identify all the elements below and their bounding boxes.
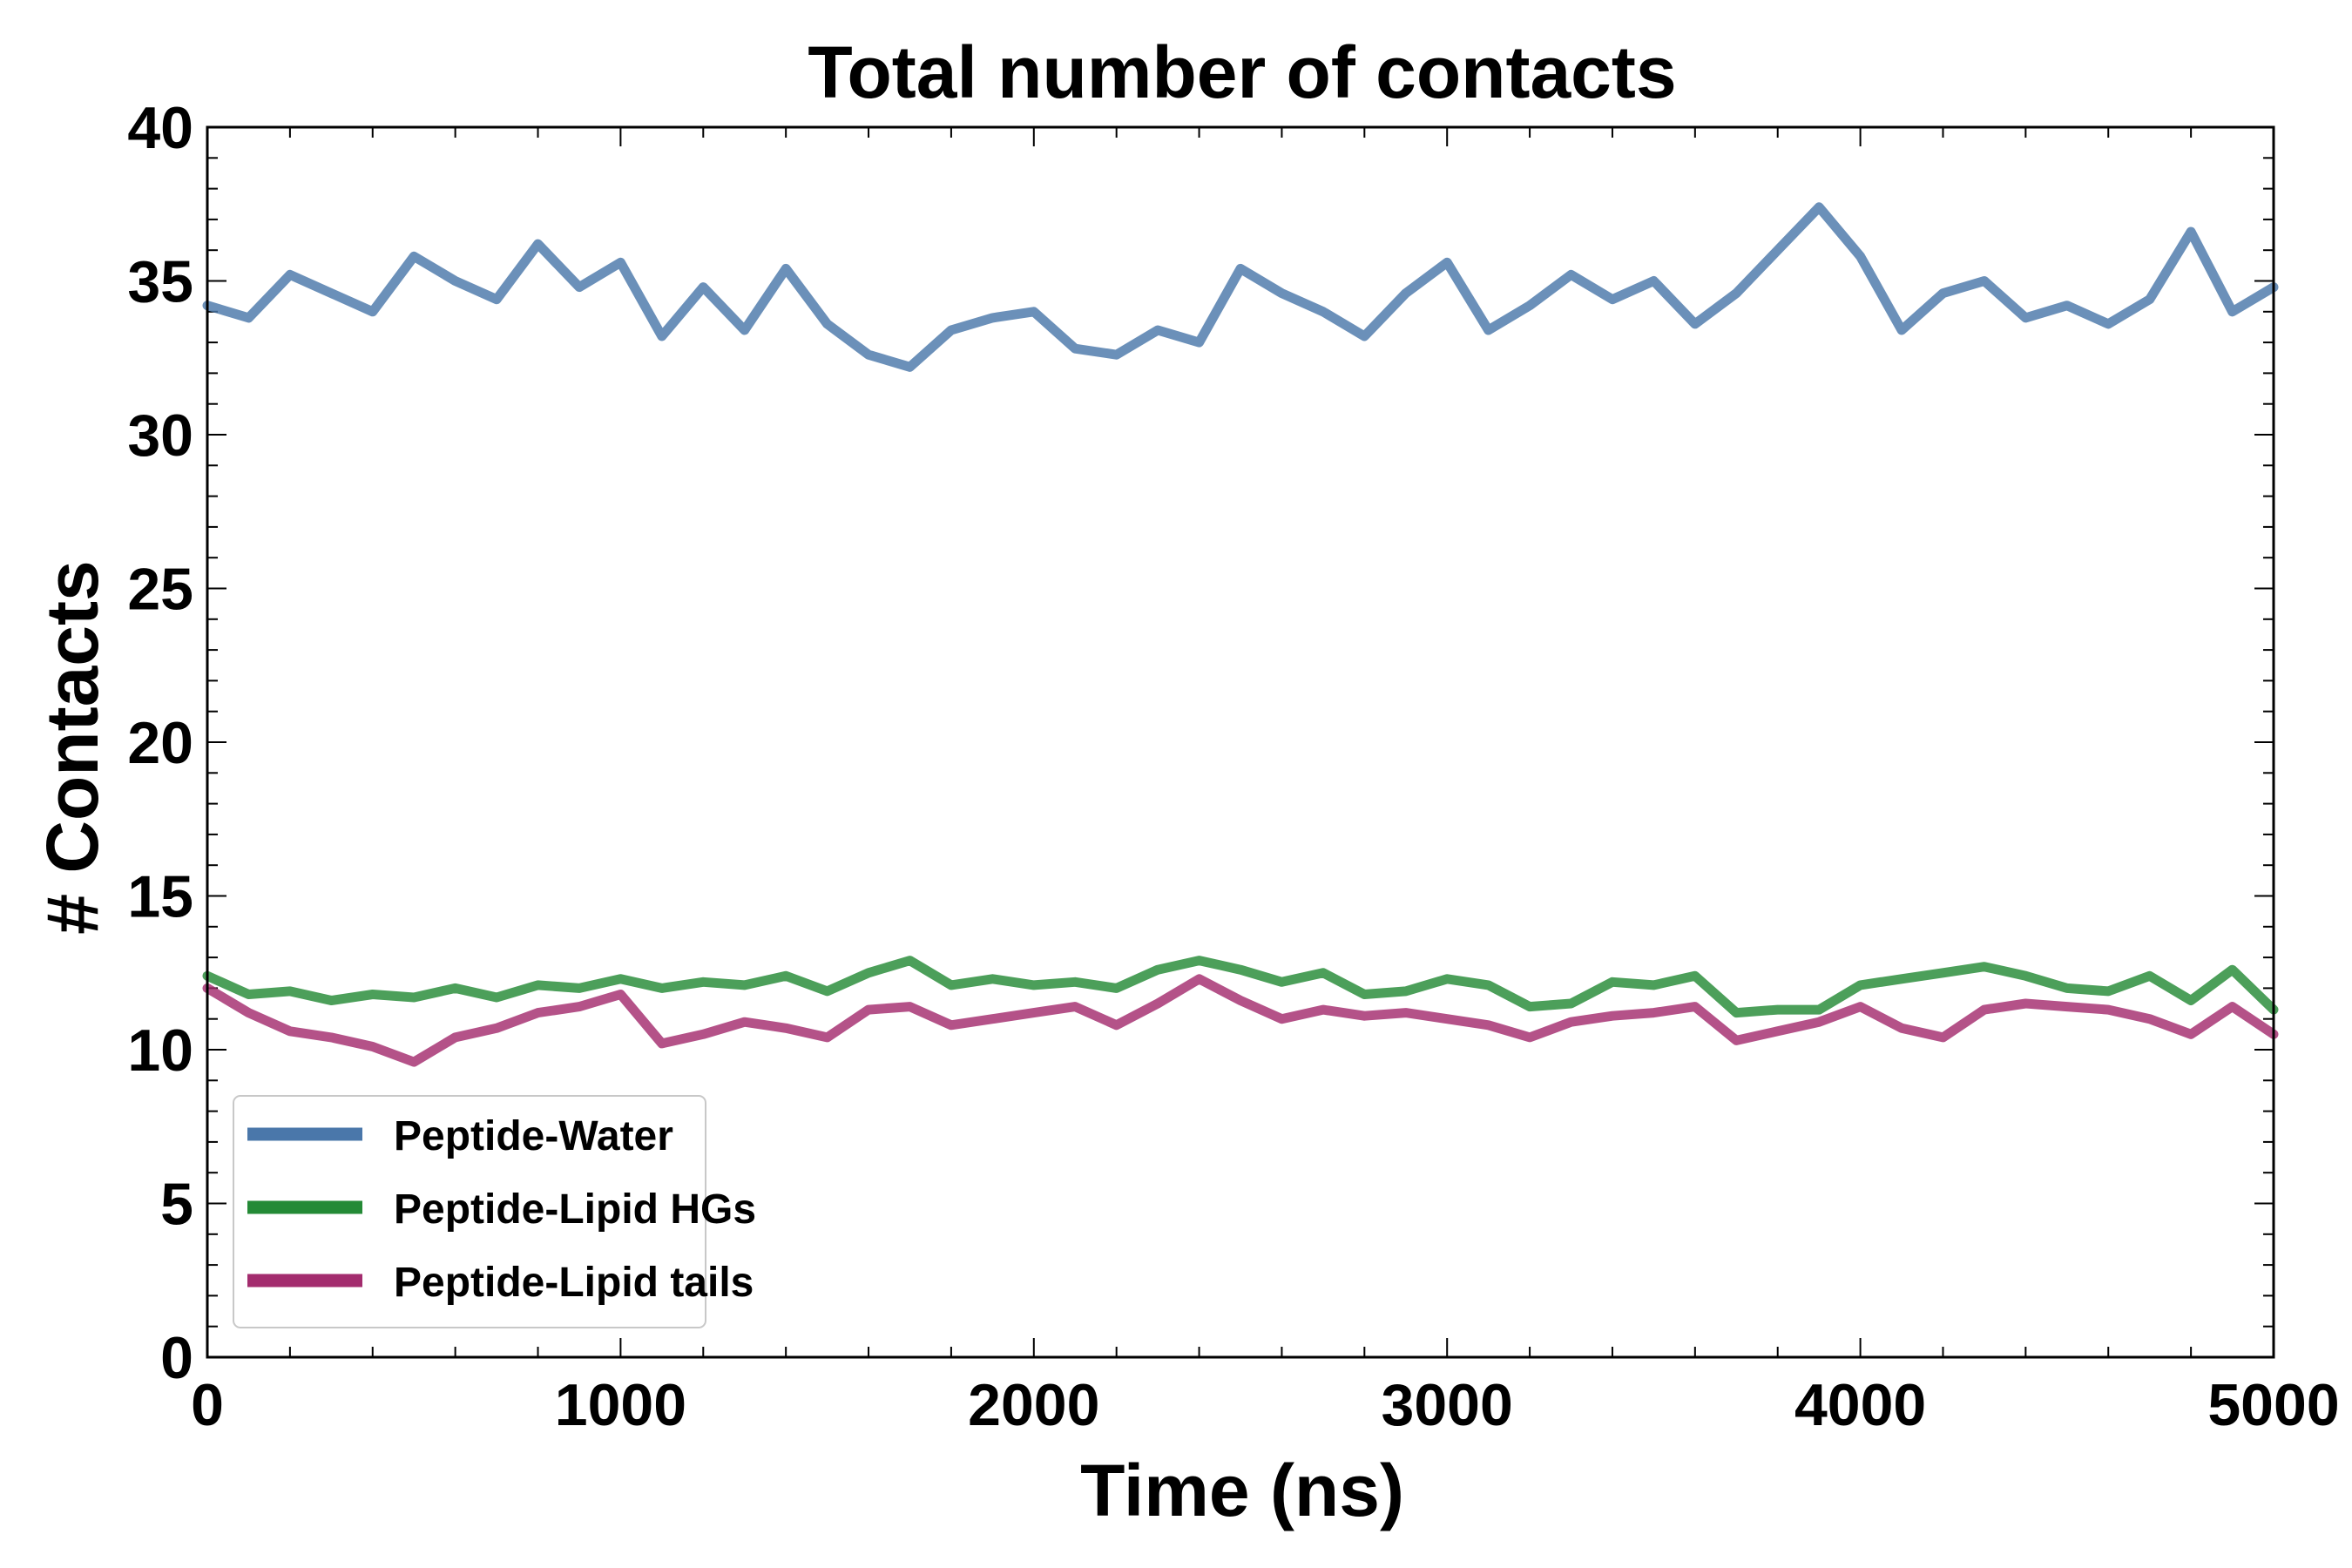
series-layer — [202, 202, 2279, 1067]
x-axis-label: Time (ns) — [1080, 1450, 1404, 1531]
axis-ticks: 0 1000 2000 3000 4000 5000 0 5 10 15 20 25 30 35 40 — [127, 95, 2339, 1438]
x-tick-label: 0 — [191, 1372, 224, 1438]
series-line-peptide-lipid-tails — [202, 974, 2279, 1067]
x-tick-label: 3000 — [1382, 1372, 1513, 1438]
series-line-peptide-lipid-hgs — [202, 956, 2279, 1018]
y-tick-label: 35 — [127, 249, 193, 315]
y-axis-label: # Contacts — [31, 560, 113, 934]
y-tick-label: 0 — [160, 1325, 193, 1391]
legend-label-peptide-lipid-tails: Peptide-Lipid tails — [394, 1260, 754, 1306]
y-tick-label: 40 — [127, 95, 193, 161]
legend-box — [233, 1095, 706, 1328]
legend: Peptide-Water Peptide-Lipid HGs Peptide-Li… — [233, 1095, 756, 1328]
y-tick-label: 25 — [127, 557, 193, 623]
y-tick-label: 15 — [127, 864, 193, 930]
series-line-peptide-water — [202, 202, 2279, 372]
x-tick-label: 2000 — [968, 1372, 1099, 1438]
y-tick-label: 5 — [160, 1172, 193, 1238]
y-tick-label: 10 — [127, 1017, 193, 1084]
plot-frame — [206, 125, 2275, 1359]
x-tick-label: 4000 — [1794, 1372, 1926, 1438]
y-tick-label: 30 — [127, 402, 193, 469]
legend-label-peptide-water: Peptide-Water — [394, 1113, 673, 1159]
x-tick-label: 1000 — [555, 1372, 686, 1438]
y-tick-label: 20 — [127, 710, 193, 776]
legend-label-peptide-lipid-hgs: Peptide-Lipid HGs — [394, 1186, 756, 1233]
chart-title: Total number of contacts — [808, 31, 1676, 113]
x-tick-label: 5000 — [2207, 1372, 2339, 1438]
